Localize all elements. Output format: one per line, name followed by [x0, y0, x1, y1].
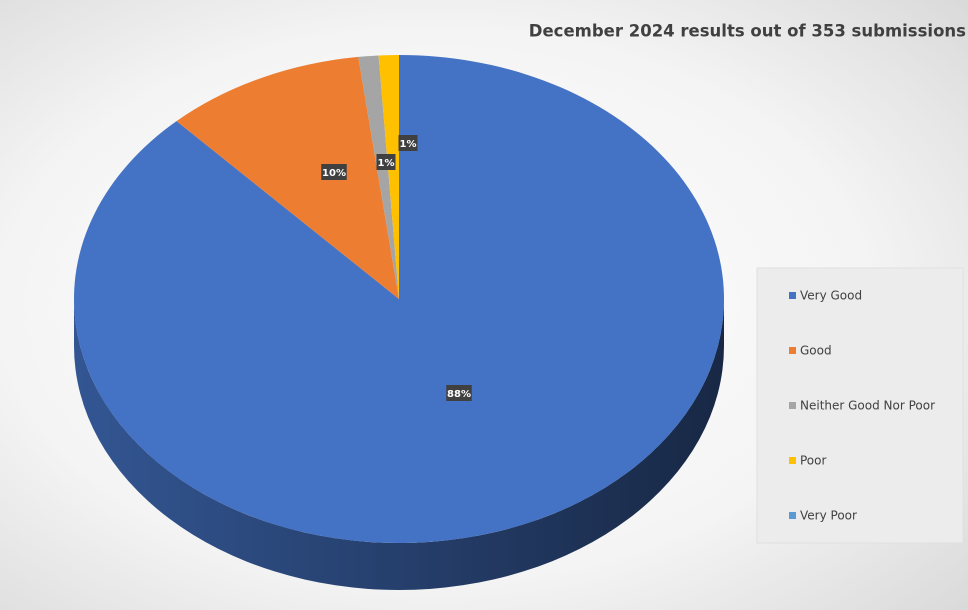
legend: Very Good Good Neither Good Nor Poor Poor Ve… [789, 289, 935, 523]
data-label-box [321, 164, 347, 180]
data-label: 88% [447, 389, 471, 400]
data-label: 1% [378, 158, 395, 169]
slice [358, 55, 399, 300]
slice-side [74, 299, 724, 590]
legend-swatch [789, 292, 796, 299]
legend-label: Neither Good Nor Poor [800, 399, 935, 413]
legend-label: Poor [800, 454, 826, 468]
slice [378, 55, 399, 299]
slice [176, 56, 399, 299]
legend-label: Good [800, 344, 832, 358]
data-label-box [376, 154, 396, 170]
legend-swatch [789, 347, 796, 354]
legend-swatch [789, 457, 796, 464]
data-label: 10% [322, 168, 346, 179]
data-label-box [398, 135, 418, 151]
pie: 88% 10% 1% 1% [74, 55, 725, 590]
legend-label: Very Poor [800, 509, 857, 523]
data-label: 1% [400, 139, 417, 150]
legend-label: Very Good [800, 289, 862, 303]
legend-swatch [789, 402, 796, 409]
legend-swatch [789, 512, 796, 519]
chart-title: December 2024 results out of 353 submiss… [529, 22, 966, 41]
data-label-box [446, 385, 472, 401]
